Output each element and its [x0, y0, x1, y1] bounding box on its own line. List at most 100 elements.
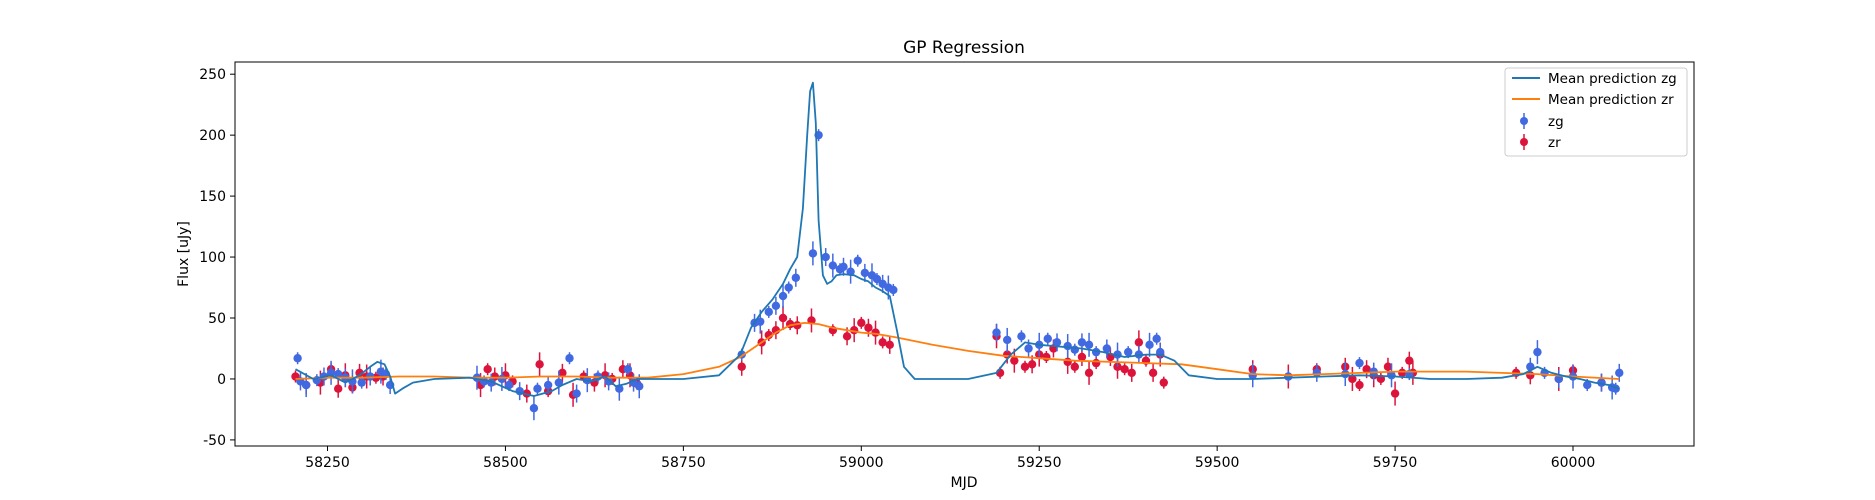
point-zr — [1390, 389, 1400, 398]
point-zr — [842, 332, 852, 341]
legend-label-zr: zr — [1548, 135, 1561, 151]
point-zr — [1010, 356, 1019, 365]
point-zr — [1383, 362, 1393, 371]
point-zg — [1077, 338, 1087, 347]
point-zr — [333, 384, 343, 393]
point-zg — [623, 365, 633, 374]
point-zr — [1398, 368, 1407, 378]
point-zg — [860, 268, 870, 278]
point-zg — [828, 261, 838, 270]
point-zg — [604, 377, 613, 386]
point-zr — [1120, 365, 1129, 374]
legend-box — [1504, 67, 1688, 157]
legend-label-zg: zg — [1548, 114, 1564, 130]
point-zg — [554, 378, 564, 387]
point-zr — [1348, 374, 1357, 384]
point-zr — [535, 360, 544, 369]
point-zg — [872, 274, 882, 284]
point-zg — [1533, 347, 1542, 357]
point-zg — [771, 301, 781, 311]
point-zg — [889, 285, 898, 295]
point-zr — [1084, 368, 1094, 378]
legend: Mean prediction zg Mean prediction zr zg… — [1504, 67, 1688, 157]
point-zr — [1091, 358, 1101, 368]
x-axis: 58250 58500 58750 59000 59250 59500 59750 60000 — [305, 446, 1595, 471]
y-tick-label: 50 — [208, 311, 226, 327]
point-zr — [764, 330, 773, 340]
x-axis-label: MJD — [951, 475, 978, 491]
y-tick-label: 250 — [199, 67, 226, 83]
point-zr — [1362, 365, 1371, 374]
point-zg — [778, 291, 788, 301]
point-zr — [1027, 360, 1037, 369]
point-zg — [1583, 380, 1592, 390]
point-zr — [490, 372, 499, 381]
point-zr — [1113, 362, 1122, 371]
point-zg — [1284, 372, 1293, 381]
point-zr — [355, 368, 364, 378]
point-zr — [1063, 357, 1072, 367]
point-zr — [878, 338, 887, 347]
chart-title: GP Regression — [903, 38, 1025, 58]
point-zr — [857, 318, 866, 328]
point-zg — [529, 404, 539, 413]
y-tick-label: 150 — [199, 189, 226, 205]
point-zg — [839, 262, 848, 271]
point-zr — [871, 328, 880, 337]
legend-marker-zr — [1520, 134, 1528, 150]
point-zg — [1043, 334, 1052, 343]
x-tick-label: 59750 — [1373, 455, 1418, 471]
point-zg — [992, 328, 1001, 337]
point-zr — [1405, 356, 1414, 365]
point-zr — [1020, 362, 1030, 371]
y-tick-label: 100 — [199, 250, 226, 266]
point-zr — [1159, 378, 1168, 387]
point-zg — [1123, 347, 1133, 357]
point-zg — [756, 317, 765, 326]
point-zg — [1615, 368, 1624, 378]
point-zg — [1052, 338, 1062, 347]
point-zr — [864, 323, 873, 332]
y-axis: -50 0 50 100 150 200 250 — [199, 67, 235, 449]
point-zg — [1554, 374, 1563, 384]
x-tick-label: 58750 — [661, 455, 706, 471]
point-zg — [808, 249, 818, 258]
point-zg — [357, 378, 366, 387]
point-zr — [1127, 368, 1136, 378]
data-layer — [291, 81, 1624, 421]
point-zg — [572, 389, 581, 398]
point-zg — [1355, 358, 1364, 368]
point-zr — [1077, 352, 1087, 362]
point-zr — [558, 368, 567, 378]
x-tick-label: 59250 — [1017, 455, 1062, 471]
legend-label-mean-zg: Mean prediction zg — [1548, 71, 1677, 87]
point-zr — [1355, 380, 1364, 390]
x-tick-label: 58250 — [305, 455, 350, 471]
y-tick-label: -50 — [203, 433, 226, 449]
point-zr — [1148, 368, 1158, 378]
point-zg — [853, 256, 862, 265]
point-zr — [1042, 352, 1051, 362]
point-zr — [737, 362, 746, 371]
line-mean-prediction-zr — [295, 322, 1620, 380]
point-zg — [533, 384, 542, 393]
point-zg — [301, 380, 311, 390]
point-zr — [483, 365, 492, 374]
point-zg — [1387, 371, 1396, 380]
x-tick-label: 59000 — [839, 455, 884, 471]
y-axis-label: Flux [uJy] — [176, 221, 192, 287]
point-zg — [635, 382, 644, 391]
point-zg — [821, 252, 830, 262]
legend-label-mean-zr: Mean prediction zr — [1548, 92, 1674, 108]
point-zg — [1003, 335, 1012, 345]
x-tick-label: 60000 — [1551, 455, 1596, 471]
point-zg — [293, 354, 302, 363]
point-zr — [778, 313, 788, 323]
point-zg — [764, 307, 773, 317]
point-zg — [1063, 341, 1072, 351]
point-zg — [366, 372, 375, 381]
point-zg — [1084, 340, 1094, 350]
point-zg — [543, 380, 553, 390]
point-zg — [333, 369, 343, 379]
